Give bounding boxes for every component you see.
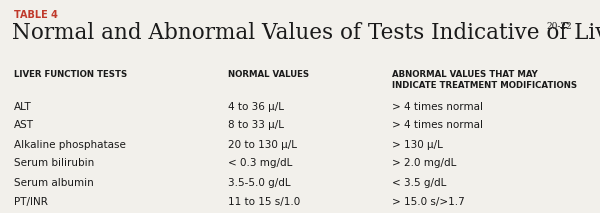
Text: > 130 μ/L: > 130 μ/L — [392, 140, 443, 150]
Text: TABLE 4: TABLE 4 — [14, 10, 58, 20]
Text: LIVER FUNCTION TESTS: LIVER FUNCTION TESTS — [14, 70, 127, 79]
Text: Serum albumin: Serum albumin — [14, 177, 94, 187]
Text: NORMAL VALUES: NORMAL VALUES — [228, 70, 309, 79]
Text: ABNORMAL VALUES THAT MAY
INDICATE TREATMENT MODIFICATIONS: ABNORMAL VALUES THAT MAY INDICATE TREATM… — [392, 70, 577, 90]
Text: 8 to 33 μ/L: 8 to 33 μ/L — [228, 121, 284, 131]
Text: Serum bilirubin: Serum bilirubin — [14, 158, 94, 168]
Text: AST: AST — [14, 121, 34, 131]
Text: ALT: ALT — [14, 102, 32, 111]
Text: 4 to 36 μ/L: 4 to 36 μ/L — [228, 102, 284, 111]
Text: > 4 times normal: > 4 times normal — [392, 102, 483, 111]
Text: PT/INR: PT/INR — [14, 197, 48, 206]
Text: > 2.0 mg/dL: > 2.0 mg/dL — [392, 158, 457, 168]
Text: Alkaline phosphatase: Alkaline phosphatase — [14, 140, 126, 150]
Text: 3.5-5.0 g/dL: 3.5-5.0 g/dL — [228, 177, 290, 187]
Text: 20-22: 20-22 — [546, 22, 572, 31]
Text: > 4 times normal: > 4 times normal — [392, 121, 483, 131]
Text: 11 to 15 s/1.0: 11 to 15 s/1.0 — [228, 197, 300, 206]
Text: Normal and Abnormal Values of Tests Indicative of Liver Function: Normal and Abnormal Values of Tests Indi… — [12, 22, 600, 44]
Text: < 3.5 g/dL: < 3.5 g/dL — [392, 177, 446, 187]
Text: > 15.0 s/>1.7: > 15.0 s/>1.7 — [392, 197, 465, 206]
Text: < 0.3 mg/dL: < 0.3 mg/dL — [228, 158, 292, 168]
Text: 20 to 130 μ/L: 20 to 130 μ/L — [228, 140, 297, 150]
